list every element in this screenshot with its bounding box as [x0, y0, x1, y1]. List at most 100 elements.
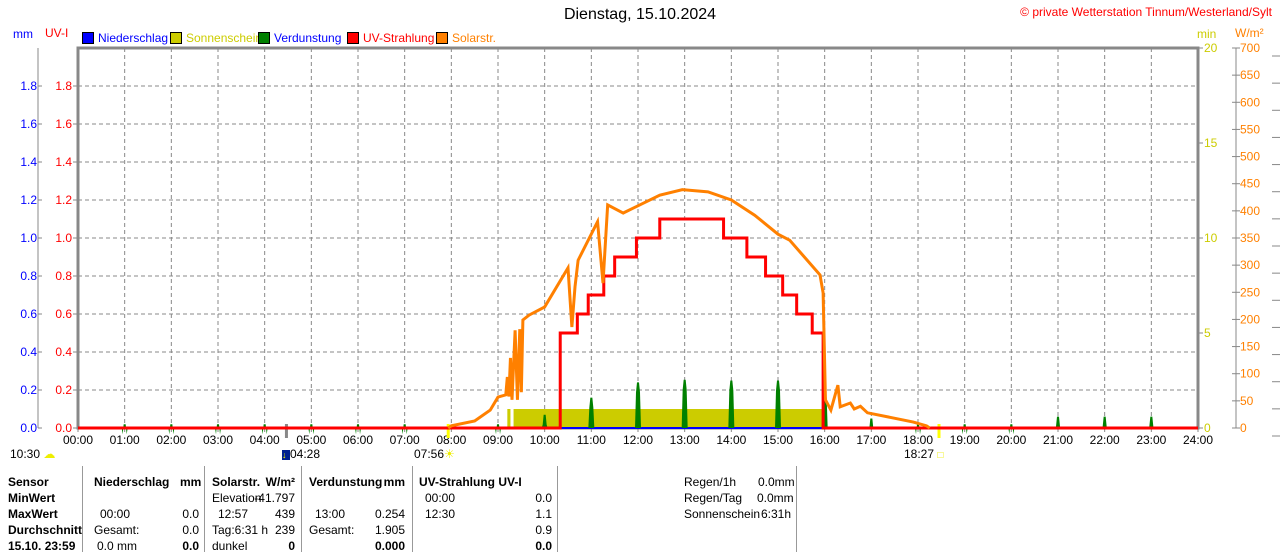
x-tick-label: 00:00 [63, 433, 93, 447]
evaporation-spike [775, 380, 781, 428]
verdunstung-total-value: 1.905 [374, 523, 405, 537]
row-label-max: MaxWert [8, 507, 58, 521]
uv-tick-label: 1.6 [55, 117, 72, 131]
verdunstung-unit: mm [383, 475, 405, 489]
wm2-tick-label: 100 [1240, 367, 1260, 381]
solar-elevation-value: -41.797 [254, 491, 295, 505]
niederschlag-header: Niederschlag [94, 475, 170, 489]
legend-swatch [258, 32, 270, 44]
solar-max-time: 12:57 [218, 507, 249, 521]
min-tick-label: 10 [1204, 231, 1218, 245]
min-axis-unit: min [1197, 27, 1217, 41]
moon-time-label: 10:30 [10, 447, 41, 461]
x-tick-label: 16:00 [810, 433, 840, 447]
sunshine-bar [507, 409, 511, 428]
verdunstung-max-value: 0.254 [374, 507, 405, 521]
x-tick-label: 18:00 [903, 433, 933, 447]
x-tick-label: 12:00 [623, 433, 653, 447]
mm-tick-label: 1.6 [20, 117, 37, 131]
x-tick-label: 24:00 [1183, 433, 1213, 447]
uv-header: UV-Strahlung UV-I [419, 475, 522, 489]
niederschlag-total-value: 0.0 [182, 523, 199, 537]
legend-uv-strahlung: UV-Strahlung [347, 31, 434, 45]
legend-niederschlag: Niederschlag [82, 31, 168, 45]
min-tick-label: 0 [1204, 421, 1211, 435]
legend-solarstr: Solarstr. [436, 31, 496, 45]
uv-avg-value: 0.9 [535, 523, 552, 537]
uv-tick-label: 1.8 [55, 79, 72, 93]
moonset-time: ↓ 04:28 [282, 447, 320, 461]
x-tick-label: 05:00 [296, 433, 326, 447]
wm2-tick-label: 550 [1240, 122, 1260, 136]
uv-min-value: 0.0 [535, 491, 552, 505]
legend-swatch [436, 32, 448, 44]
x-tick-label: 22:00 [1090, 433, 1120, 447]
evaporation-spike [728, 380, 735, 428]
evaporation-spike [1148, 416, 1155, 428]
x-tick-label: 19:00 [950, 433, 980, 447]
solar-avg-value: 239 [274, 523, 295, 537]
uv-axis-unit: UV-I [45, 26, 69, 40]
uv-min-time: 00:00 [425, 491, 456, 505]
niederschlag-unit: mm [180, 475, 202, 489]
sunset-label: 18:27 [904, 447, 935, 461]
legend-label: Verdunstung [274, 31, 342, 45]
mm-tick-label: 0.6 [20, 307, 37, 321]
uv-tick-label: 0.8 [55, 269, 72, 283]
x-tick-label: 13:00 [670, 433, 700, 447]
regen-tag-label: Regen/Tag [684, 491, 743, 505]
legend-swatch [170, 32, 182, 44]
copyright-notice: © private Wetterstation Tinnum/Westerlan… [1020, 5, 1272, 19]
mm-tick-label: 1.2 [20, 193, 37, 207]
wm2-tick-label: 350 [1240, 231, 1260, 245]
mm-tick-label: 1.8 [20, 79, 37, 93]
legend-label: Niederschlag [98, 31, 169, 45]
sunrise-time: 07:56☀ [414, 447, 455, 461]
legend-swatch [82, 32, 94, 44]
mm-tick-label: 0.4 [20, 345, 37, 359]
solar-elevation-label: Elevation [212, 491, 262, 505]
legend-label: UV-Strahlung [363, 31, 435, 45]
x-tick-label: 21:00 [1043, 433, 1073, 447]
legend-sonnenschein: Sonnenschein [170, 31, 262, 45]
table-divider [796, 466, 797, 552]
sunset-time: 18:27 □ [904, 447, 943, 461]
table-divider [557, 466, 558, 552]
uv-tick-label: 0.4 [55, 345, 72, 359]
mm-tick-label: 1.0 [20, 231, 37, 245]
table-divider [412, 466, 413, 552]
regen-tag-value: 0.0mm [757, 491, 794, 505]
x-tick-label: 14:00 [716, 433, 746, 447]
wm2-tick-label: 150 [1240, 340, 1260, 354]
uv-max-time: 12:30 [425, 507, 456, 521]
legend-label: Solarstr. [452, 31, 497, 45]
wm2-axis-unit: W/m² [1235, 26, 1264, 40]
solar-max-value: 439 [274, 507, 295, 521]
moon-icon: ☁ [43, 447, 56, 461]
niederschlag-total-label: Gesamt: [94, 523, 140, 537]
evaporation-spike [1055, 416, 1061, 428]
niederschlag-max-time: 00:00 [100, 507, 131, 521]
verdunstung-current-value: 0.000 [374, 539, 405, 553]
regen-1h-value: 0.0mm [758, 475, 795, 489]
x-tick-label: 11:00 [577, 433, 606, 447]
row-label-avg: Durchschnitt [8, 523, 83, 537]
min-tick-label: 15 [1204, 136, 1218, 150]
sunset-icon: □ [937, 450, 944, 461]
solar-line [447, 188, 931, 430]
x-tick-label: 20:00 [996, 433, 1026, 447]
niederschlag-max-value: 0.0 [182, 507, 199, 521]
x-tick-label: 03:00 [203, 433, 233, 447]
wm2-tick-label: 300 [1240, 258, 1260, 272]
x-tick-label: 04:00 [250, 433, 280, 447]
verdunstung-header: Verdunstung [309, 475, 383, 489]
table-divider [204, 466, 205, 552]
verdunstung-max-time: 13:00 [315, 507, 346, 521]
solar-unit: W/m² [265, 475, 295, 489]
moon-time: 10:30 ☁ [10, 447, 55, 461]
sonnenschein-value: 6:31h [761, 507, 792, 521]
sensor-header: Sensor [8, 475, 49, 489]
mm-tick-label: 1.4 [20, 155, 37, 169]
mm-axis-unit: mm [13, 27, 33, 41]
uv-tick-label: 0.2 [55, 383, 72, 397]
